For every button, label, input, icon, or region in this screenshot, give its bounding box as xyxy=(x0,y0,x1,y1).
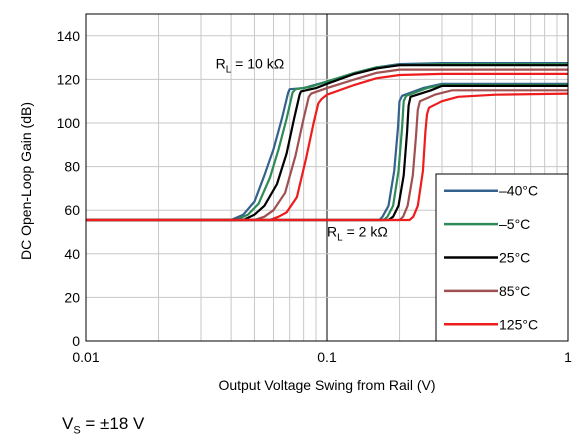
y-tick-label: 0 xyxy=(72,333,80,349)
series-lines xyxy=(86,62,569,222)
y-tick-label: 60 xyxy=(64,202,80,218)
series-line xyxy=(86,92,569,222)
series-line xyxy=(86,84,568,222)
series-line xyxy=(86,83,568,222)
legend-label: 125°C xyxy=(499,316,538,332)
y-axis-label: DC Open-Loop Gain (dB) xyxy=(18,102,34,260)
y-tick-label: 100 xyxy=(57,115,81,131)
series-line xyxy=(86,72,568,222)
legend-label: 85°C xyxy=(499,283,530,299)
annotation-label: RL = 10 kΩ xyxy=(216,56,285,76)
x-tick-label: 1 xyxy=(564,349,572,365)
footnote: VS = ±18 V xyxy=(62,414,144,436)
footnote-main: V xyxy=(62,414,74,433)
footnote-sub: S xyxy=(73,424,81,437)
legend-label: 25°C xyxy=(499,250,530,266)
annotations: RL = 10 kΩ RL = 2 kΩ xyxy=(216,56,388,244)
y-tick-label: 80 xyxy=(64,159,80,175)
tick-labels: 0 20 40 60 80 100 120 140 0.01 0.1 1 xyxy=(57,28,572,365)
footnote-rest: = ±18 V xyxy=(80,414,145,433)
y-tick-label: 140 xyxy=(57,28,81,44)
annotation-label: RL = 2 kΩ xyxy=(327,223,388,243)
x-tick-label: 0.01 xyxy=(72,349,99,365)
y-tick-label: 40 xyxy=(64,246,80,262)
x-axis-label: Output Voltage Swing from Rail (V) xyxy=(218,377,435,393)
y-tick-label: 20 xyxy=(64,289,80,305)
x-tick-label: 0.1 xyxy=(317,349,337,365)
series-line xyxy=(86,64,568,222)
legend-label: –5°C xyxy=(499,216,530,232)
legend-label: –40°C xyxy=(499,183,538,199)
series-line xyxy=(86,89,568,222)
legend: –40°C –5°C 25°C 85°C 125°C xyxy=(435,173,569,342)
series-line xyxy=(86,68,568,222)
y-tick-label: 120 xyxy=(57,71,81,87)
chart: 0 20 40 60 80 100 120 140 0.01 0.1 1 Output Voltag… xyxy=(18,13,572,393)
